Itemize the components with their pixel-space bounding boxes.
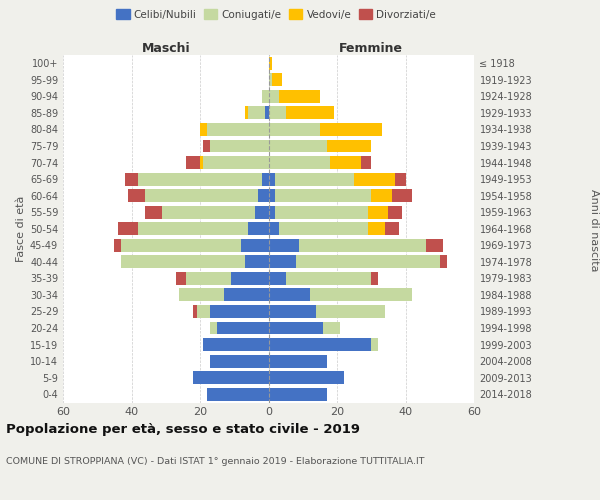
Bar (269, 106, 286, 120)
Bar (269, 57, 272, 70)
Bar (224, 288, 269, 302)
Bar (279, 90, 320, 103)
Bar (269, 371, 344, 384)
Bar (272, 74, 282, 86)
Bar (269, 272, 286, 285)
Bar (200, 123, 207, 136)
Bar (210, 354, 269, 368)
Bar (440, 256, 446, 268)
Bar (210, 305, 269, 318)
Bar (179, 288, 224, 302)
Bar (320, 123, 382, 136)
Bar (269, 322, 323, 334)
Bar (269, 172, 275, 186)
Bar (176, 272, 187, 285)
Bar (207, 388, 269, 400)
Bar (262, 90, 269, 103)
Bar (187, 156, 200, 169)
Bar (210, 322, 217, 334)
Bar (392, 189, 412, 202)
Bar (310, 288, 412, 302)
Bar (241, 239, 269, 252)
Bar (286, 272, 371, 285)
Text: COMUNE DI STROPPIANA (VC) - Dati ISTAT 1° gennaio 2019 - Elaborazione TUTTITALIA: COMUNE DI STROPPIANA (VC) - Dati ISTAT 1… (6, 458, 425, 466)
Bar (203, 140, 210, 152)
Bar (361, 156, 371, 169)
Bar (269, 354, 327, 368)
Bar (265, 106, 269, 120)
Bar (262, 172, 269, 186)
Bar (145, 206, 163, 218)
Bar (368, 206, 388, 218)
Text: Anni di nascita: Anni di nascita (589, 188, 599, 271)
Bar (118, 222, 139, 235)
Bar (207, 123, 269, 136)
Bar (275, 206, 368, 218)
Bar (269, 305, 316, 318)
Bar (323, 322, 340, 334)
Text: Femmine: Femmine (339, 42, 403, 55)
Bar (203, 338, 269, 351)
Bar (269, 338, 371, 351)
Bar (139, 172, 262, 186)
Bar (279, 222, 368, 235)
Bar (296, 256, 440, 268)
Bar (269, 206, 275, 218)
Bar (371, 338, 378, 351)
Bar (269, 189, 275, 202)
Bar (368, 222, 385, 235)
Bar (139, 222, 248, 235)
Text: Maschi: Maschi (142, 42, 190, 55)
Bar (115, 239, 121, 252)
Bar (330, 156, 361, 169)
Bar (248, 222, 269, 235)
Bar (258, 189, 269, 202)
Bar (269, 90, 279, 103)
Bar (193, 371, 269, 384)
Bar (128, 189, 145, 202)
Bar (269, 123, 320, 136)
Bar (217, 322, 269, 334)
Bar (186, 272, 231, 285)
Bar (121, 256, 245, 268)
Bar (163, 206, 255, 218)
Bar (388, 206, 402, 218)
Bar (327, 140, 371, 152)
Bar (193, 305, 197, 318)
Bar (121, 239, 241, 252)
Bar (395, 172, 406, 186)
Bar (269, 256, 296, 268)
Bar (385, 222, 398, 235)
Bar (354, 172, 395, 186)
Bar (145, 189, 258, 202)
Bar (269, 288, 310, 302)
Bar (299, 239, 426, 252)
Bar (371, 272, 378, 285)
Bar (200, 156, 203, 169)
Text: Popolazione per età, sesso e stato civile - 2019: Popolazione per età, sesso e stato civil… (6, 422, 360, 436)
Bar (269, 74, 272, 86)
Bar (371, 189, 392, 202)
Bar (245, 106, 248, 120)
Bar (210, 140, 269, 152)
Bar (203, 156, 269, 169)
Bar (269, 156, 330, 169)
Bar (286, 106, 334, 120)
Bar (269, 388, 327, 400)
Bar (275, 172, 354, 186)
Bar (125, 172, 139, 186)
Bar (275, 189, 371, 202)
Y-axis label: Fasce di età: Fasce di età (16, 196, 26, 262)
Bar (316, 305, 385, 318)
Bar (269, 239, 299, 252)
Bar (231, 272, 269, 285)
Bar (248, 106, 265, 120)
Legend: Celibi/Nubili, Coniugati/e, Vedovi/e, Divorziati/e: Celibi/Nubili, Coniugati/e, Vedovi/e, Di… (112, 5, 440, 24)
Bar (255, 206, 269, 218)
Bar (197, 305, 210, 318)
Bar (426, 239, 443, 252)
Bar (269, 222, 279, 235)
Bar (269, 140, 327, 152)
Bar (245, 256, 269, 268)
